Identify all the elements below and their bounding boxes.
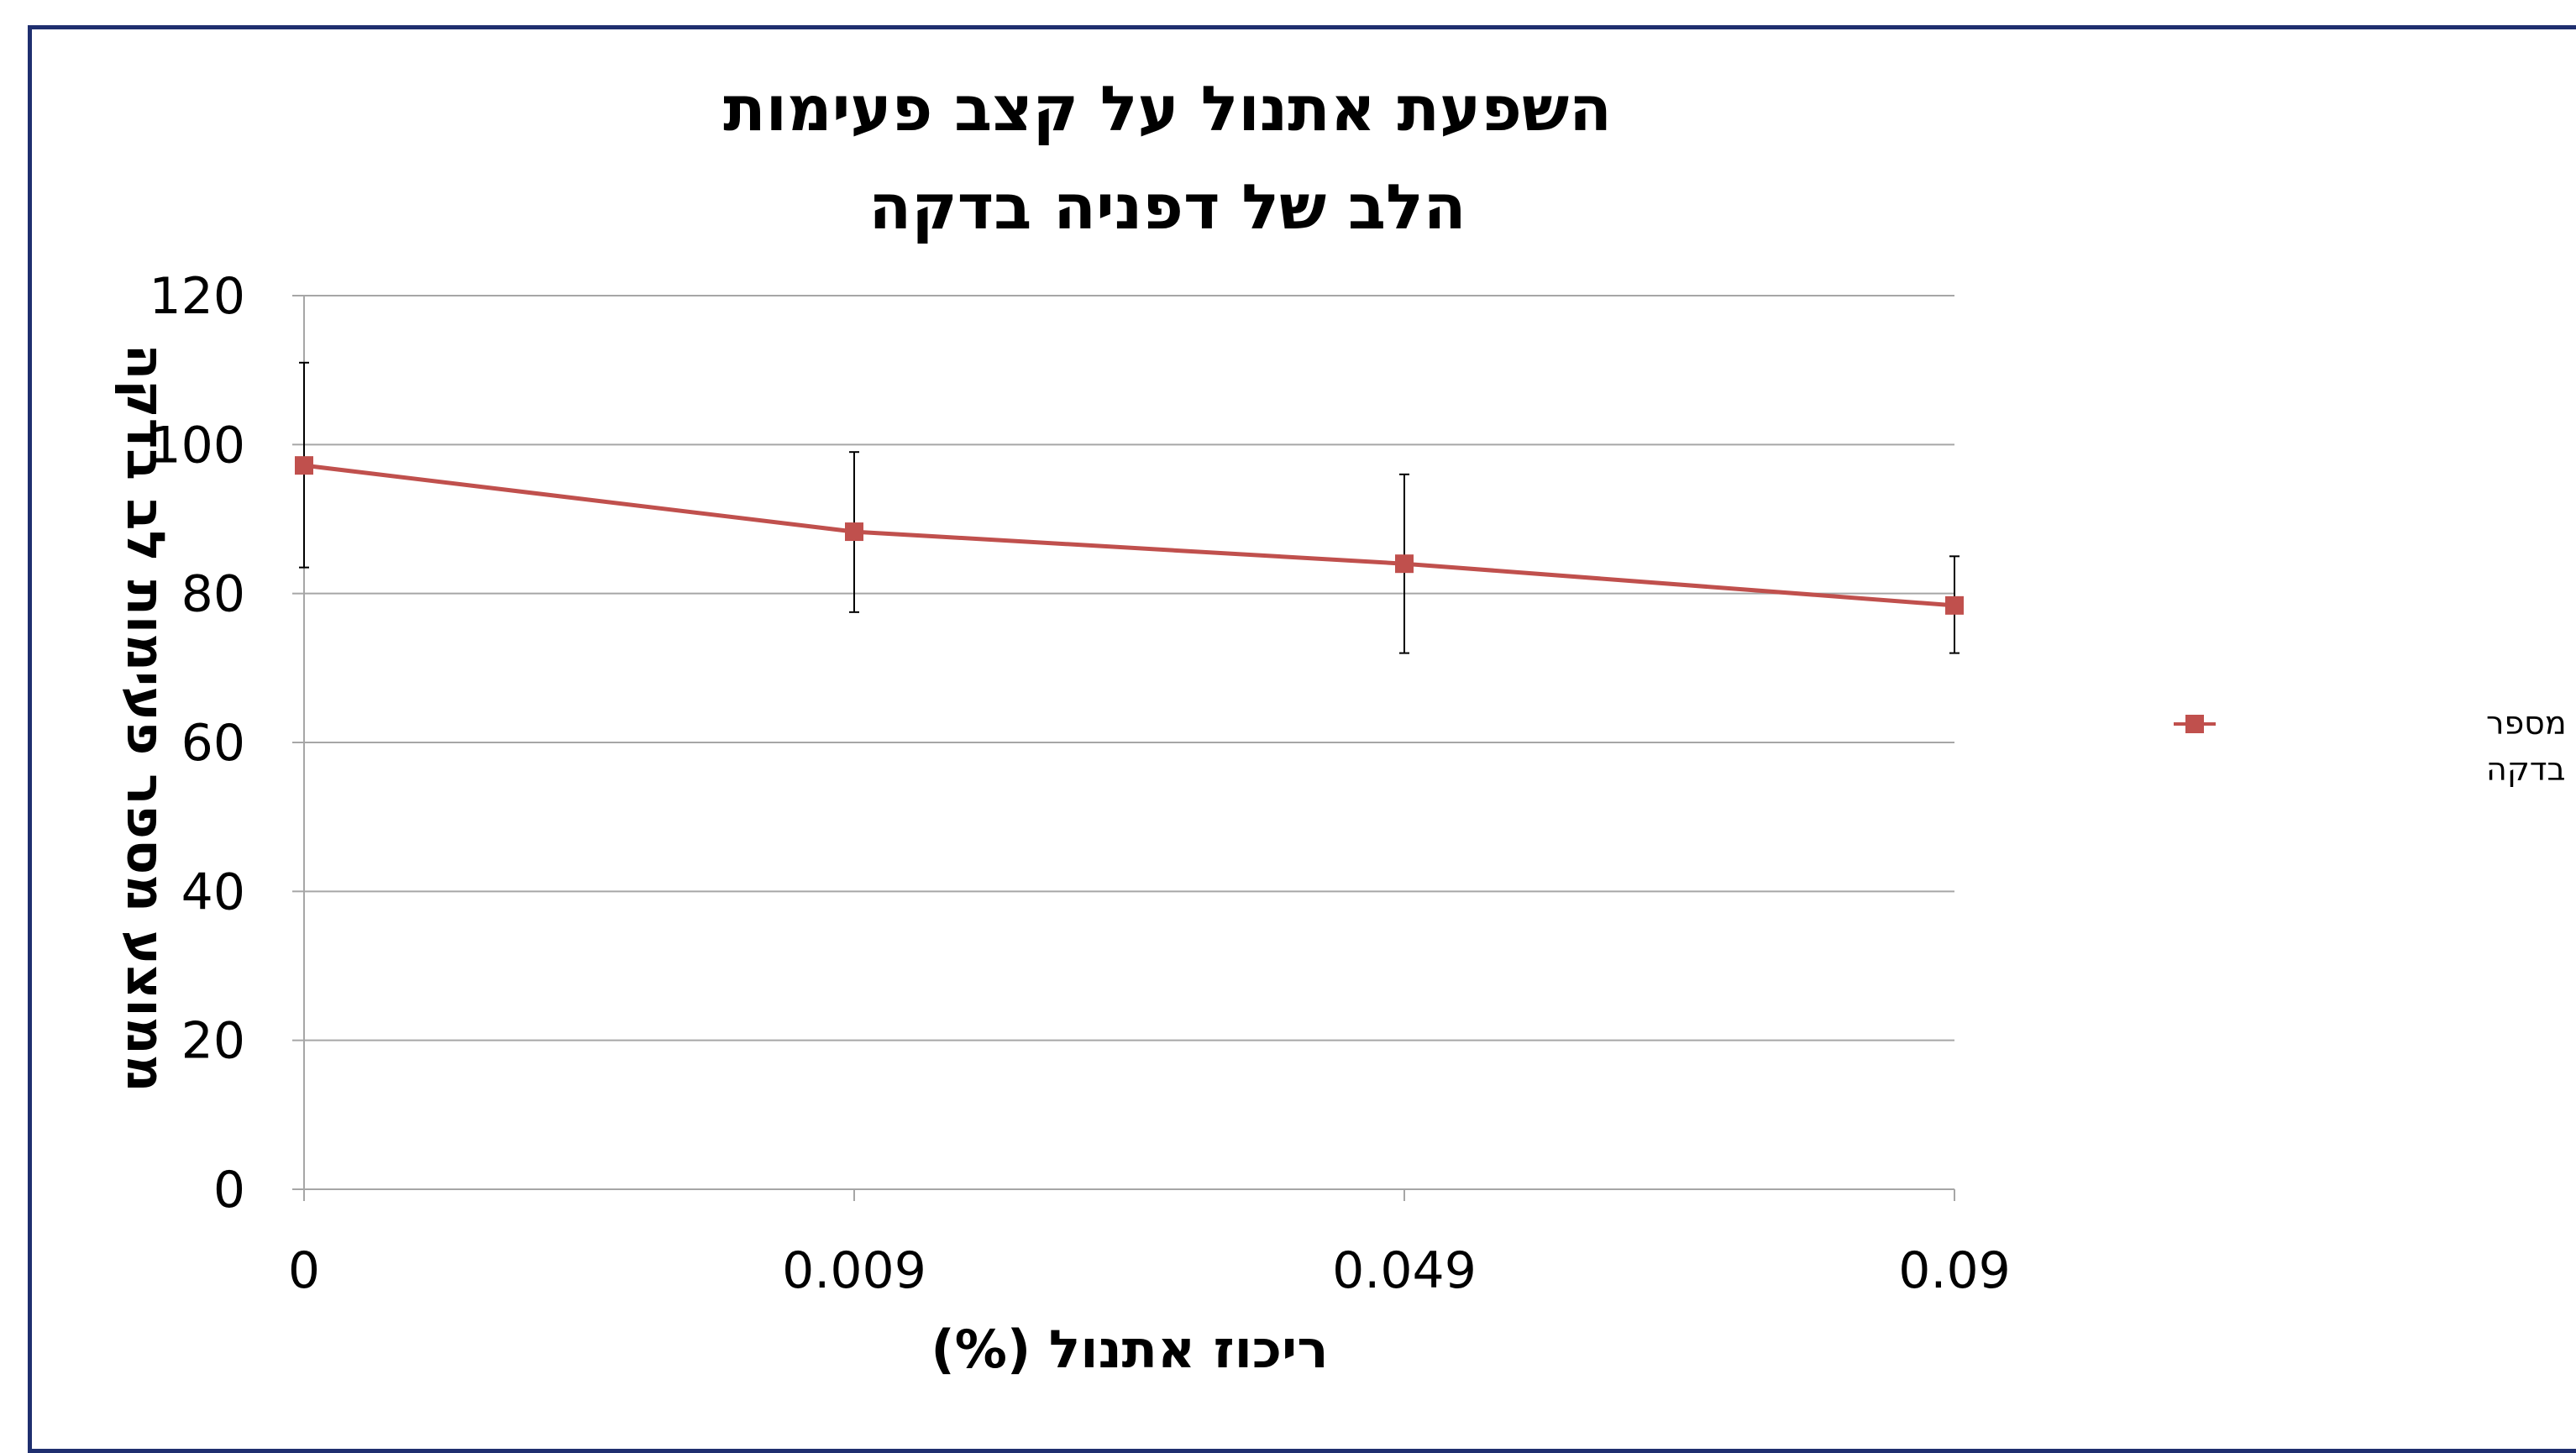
- y-tick-labels: 0 20 40 60 80 100 120: [149, 267, 245, 1220]
- chart-title-line-1: השפעת אתנול על קצב פעימות: [723, 73, 1612, 145]
- data-point-3: [1945, 595, 1964, 615]
- y-tick-label-20: 20: [181, 1012, 245, 1071]
- y-tick-label-40: 40: [181, 863, 245, 921]
- x-tick-label-0.09: 0.09: [1898, 1241, 2011, 1300]
- legend-label-line-1: ממוצע מספר: [2486, 705, 2576, 742]
- y-tick-label-100: 100: [149, 416, 245, 475]
- x-axis-title: ריכוז אתנול (%): [931, 1319, 1328, 1380]
- legend: ממוצע מספר פעימות לב בדקה: [2174, 705, 2576, 788]
- x-tick-labels: 0 0.009 0.049 0.09: [288, 1241, 2011, 1300]
- data-point-0: [295, 456, 313, 475]
- legend-label-line-2: פעימות לב בדקה: [2486, 751, 2576, 788]
- data-point-1: [845, 522, 863, 542]
- gridlines: [304, 295, 1954, 1041]
- data-series: [295, 456, 1964, 615]
- y-tick-label-80: 80: [181, 565, 245, 624]
- x-tick-label-0.049: 0.049: [1332, 1241, 1477, 1300]
- chart-title: השפעת אתנול על קצב פעימות הלב של דפניה ב…: [723, 73, 1612, 244]
- x-tick-label-0.009: 0.009: [782, 1241, 926, 1300]
- chart: השפעת אתנול על קצב פעימות הלב של דפניה ב…: [115, 73, 2576, 1380]
- chart-title-line-2: הלב של דפניה בדקה: [868, 171, 1466, 244]
- axes: [292, 295, 1955, 1201]
- y-tick-label-120: 120: [149, 267, 245, 326]
- y-tick-label-60: 60: [181, 714, 245, 773]
- error-bars: [299, 361, 1960, 654]
- series-line: [303, 463, 1955, 608]
- chart-frame: [28, 25, 2576, 1453]
- y-axis-title: ממוצע מספר פעימות לב בדקה: [115, 344, 176, 1093]
- y-tick-label-0: 0: [213, 1161, 245, 1220]
- data-point-2: [1395, 554, 1414, 574]
- x-tick-label-0: 0: [288, 1241, 320, 1300]
- legend-marker-swatch: [2185, 715, 2204, 733]
